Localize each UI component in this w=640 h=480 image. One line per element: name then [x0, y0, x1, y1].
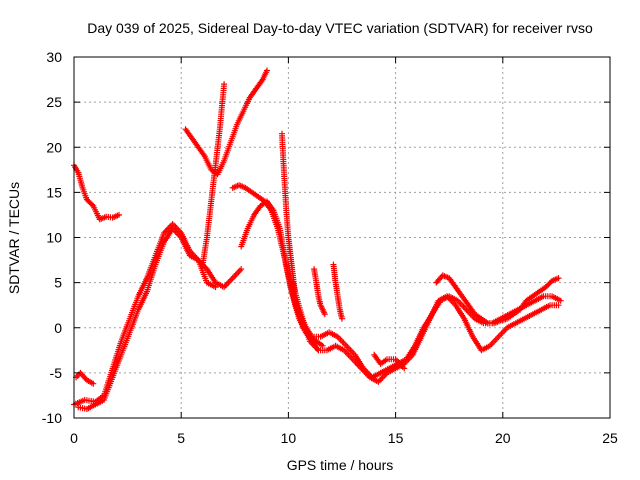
series-track-n	[433, 272, 562, 327]
series-track-f	[199, 81, 228, 268]
data-point-markers	[199, 81, 228, 268]
series-track-o	[371, 351, 408, 372]
series-track-m	[330, 261, 345, 322]
data-point-markers	[433, 272, 562, 327]
y-tick-label: 30	[46, 49, 62, 65]
data-point-markers	[279, 130, 298, 295]
series-track-k	[289, 279, 562, 385]
data-point-markers	[73, 369, 97, 387]
x-tick-label: 15	[388, 430, 404, 446]
y-axis-ticks: -10 -5 0 5 10 15 20 25 30	[42, 49, 610, 426]
x-axis-label: GPS time / hours	[287, 457, 394, 473]
y-tick-label: 25	[46, 94, 62, 110]
y-tick-label: 5	[54, 275, 62, 291]
x-tick-label: 10	[281, 430, 297, 446]
y-tick-label: -5	[50, 365, 63, 381]
x-tick-label: 5	[177, 430, 185, 446]
y-tick-label: 0	[54, 320, 62, 336]
series-track-i	[279, 130, 298, 295]
data-point-markers	[371, 351, 408, 372]
data-point-markers	[311, 266, 328, 318]
series-track-b	[73, 369, 97, 387]
x-tick-label: 25	[602, 430, 618, 446]
chart-title: Day 039 of 2025, Sidereal Day-to-day VTE…	[87, 20, 593, 36]
data-point-markers	[75, 225, 219, 412]
x-tick-label: 20	[495, 430, 511, 446]
y-tick-label: 15	[46, 184, 62, 200]
y-tick-label: -10	[42, 410, 62, 426]
series-track-d	[75, 225, 219, 412]
y-axis-label: SDTVAR / TECUs	[6, 182, 22, 294]
y-tick-label: 20	[46, 139, 62, 155]
x-tick-label: 0	[70, 430, 78, 446]
series-track-l	[311, 266, 328, 318]
grid-lines	[74, 57, 610, 418]
x-axis-ticks: 0 5 10 15 20 25	[70, 57, 618, 446]
data-point-markers	[289, 279, 562, 385]
y-tick-label: 10	[46, 230, 62, 246]
data-point-markers	[330, 261, 345, 322]
